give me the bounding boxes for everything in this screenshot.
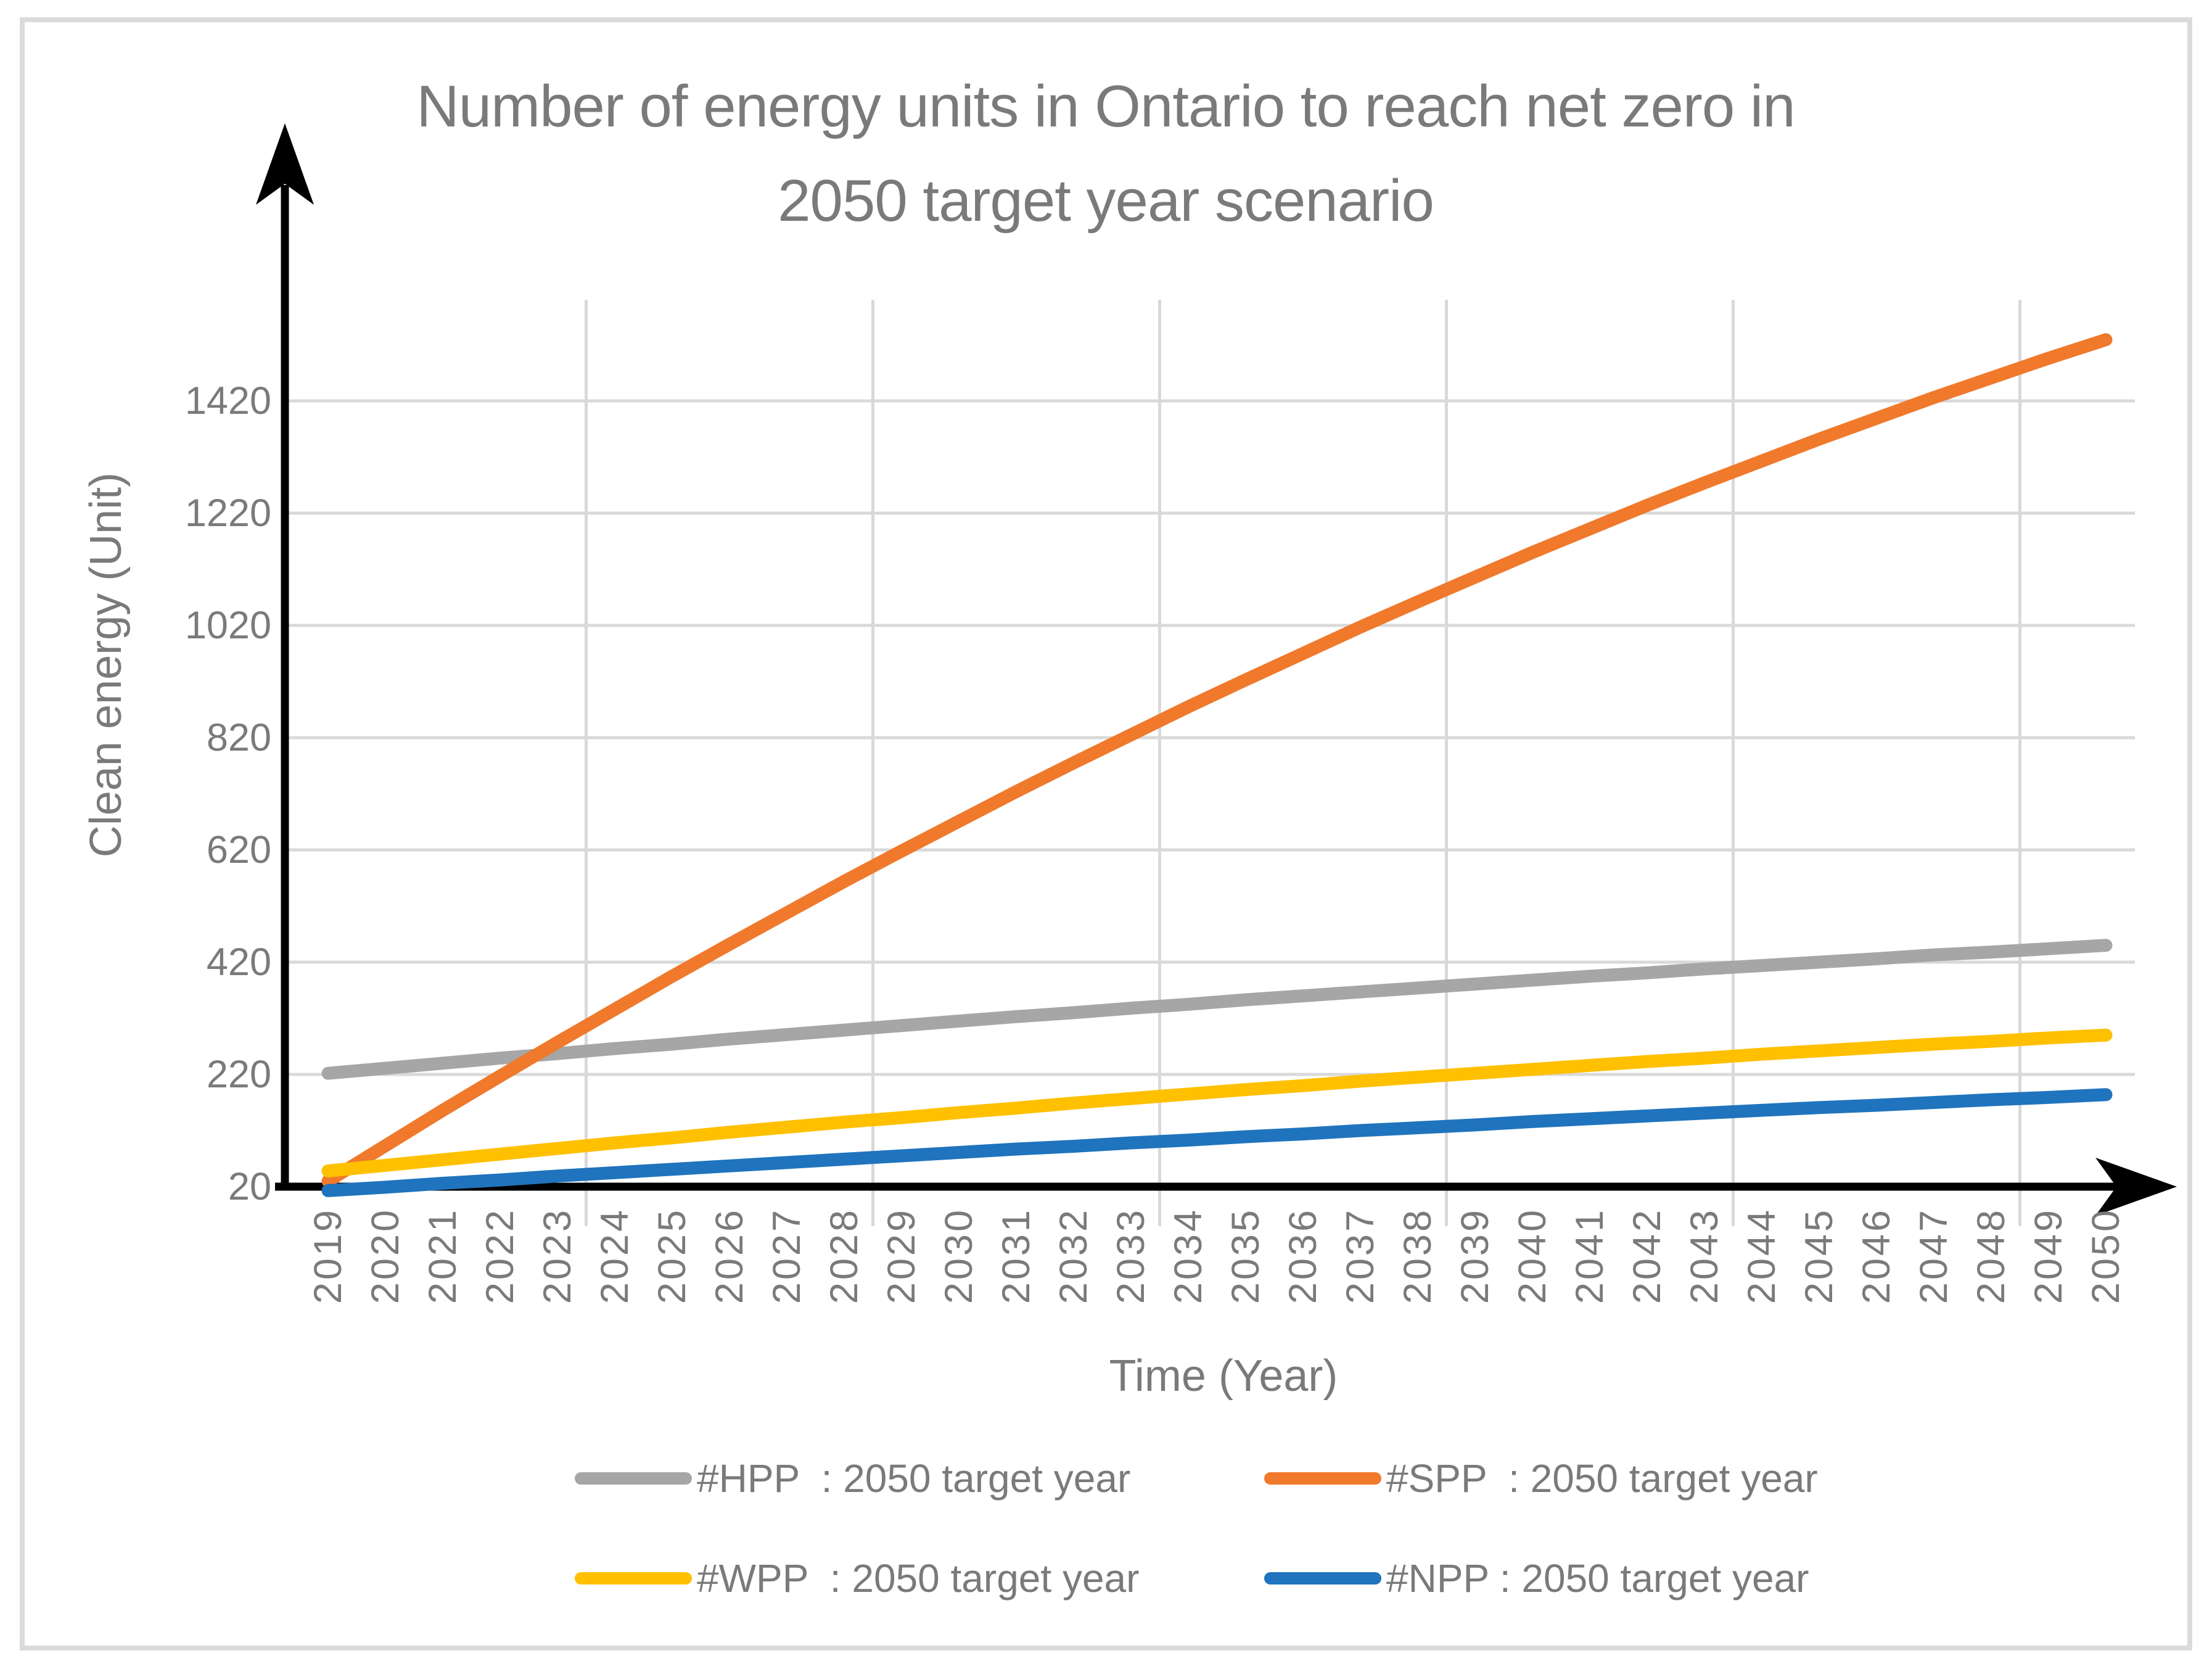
x-tick-label: 2035 <box>1224 1208 1267 1304</box>
x-tick-labels: 2019 2020 2021 2022 2023 2024 2025 2026 2027 2028… <box>306 1208 2128 1304</box>
x-tick-label: 2027 <box>765 1208 808 1304</box>
legend-label-SPP: #SPP : 2050 target year <box>1386 1456 1818 1501</box>
x-tick-label: 2048 <box>1970 1208 2013 1304</box>
chart-title-line1: Number of energy units in Ontario to rea… <box>416 73 1795 139</box>
gridlines <box>285 300 2135 1226</box>
x-tick-label: 2033 <box>1109 1208 1153 1304</box>
y-tick-label: 1220 <box>185 492 271 535</box>
x-tick-label: 2031 <box>995 1208 1038 1304</box>
x-tick-label: 2026 <box>708 1208 751 1304</box>
x-tick-label: 2029 <box>880 1208 923 1304</box>
x-tick-label: 2034 <box>1167 1208 1210 1304</box>
x-tick-label: 2024 <box>593 1208 636 1304</box>
chart-title-line2: 2050 target year scenario <box>778 168 1434 234</box>
x-tick-label: 2020 <box>364 1208 407 1304</box>
x-tick-label: 2041 <box>1568 1208 1611 1304</box>
page-frame <box>20 17 2192 1650</box>
x-tick-label: 2050 <box>2084 1208 2128 1304</box>
x-tick-label: 2021 <box>421 1208 464 1304</box>
y-axis-arrowhead-icon <box>256 123 314 205</box>
x-tick-label: 2043 <box>1683 1208 1726 1304</box>
y-tick-label: 420 <box>207 941 271 984</box>
y-axis-title: Clean energy (Unit) <box>81 472 131 857</box>
x-tick-label: 2023 <box>536 1208 579 1304</box>
y-tick-label: 820 <box>207 716 271 759</box>
series-line-NPP <box>321 1088 2113 1197</box>
x-tick-label: 2038 <box>1396 1208 1439 1304</box>
x-tick-label: 2040 <box>1511 1208 1554 1304</box>
legend: #HPP : 2050 target year #SPP : 2050 targe… <box>575 1456 1818 1601</box>
y-tick-label: 1420 <box>185 379 271 422</box>
legend-label-NPP: #NPP : 2050 target year <box>1386 1556 1809 1601</box>
x-tick-label: 2046 <box>1855 1208 1898 1304</box>
series-line-SPP <box>321 333 2113 1188</box>
x-tick-label: 2049 <box>2027 1208 2070 1304</box>
x-tick-label: 2025 <box>651 1208 694 1304</box>
axes <box>256 123 2177 1216</box>
series-line-WPP <box>321 1028 2113 1177</box>
x-tick-label: 2032 <box>1052 1208 1095 1304</box>
y-tick-labels: 20 220 420 620 820 1020 1220 1420 <box>185 379 271 1208</box>
y-tick-label: 220 <box>207 1053 271 1096</box>
x-tick-label: 2045 <box>1798 1208 1841 1304</box>
x-axis-title: Time (Year) <box>1109 1351 1338 1401</box>
legend-label-WPP: #WPP : 2050 target year <box>697 1556 1139 1601</box>
x-tick-label: 2030 <box>937 1208 981 1304</box>
legend-label-HPP: #HPP : 2050 target year <box>697 1456 1130 1501</box>
x-tick-label: 2039 <box>1453 1208 1497 1304</box>
y-tick-label: 620 <box>207 828 271 872</box>
y-tick-label: 1020 <box>185 604 271 647</box>
x-tick-label: 2036 <box>1281 1208 1325 1304</box>
x-tick-label: 2028 <box>823 1208 866 1304</box>
x-tick-label: 2047 <box>1912 1208 1955 1304</box>
x-axis-arrowhead-icon <box>2095 1158 2177 1216</box>
x-tick-label: 2042 <box>1626 1208 1669 1304</box>
x-tick-label: 2019 <box>306 1208 350 1304</box>
y-tick-label: 20 <box>228 1165 271 1208</box>
x-tick-label: 2037 <box>1339 1208 1382 1304</box>
x-tick-label: 2044 <box>1740 1208 1783 1304</box>
x-tick-label: 2022 <box>479 1208 522 1304</box>
series-lines <box>321 333 2113 1197</box>
series-line-HPP <box>321 939 2113 1080</box>
